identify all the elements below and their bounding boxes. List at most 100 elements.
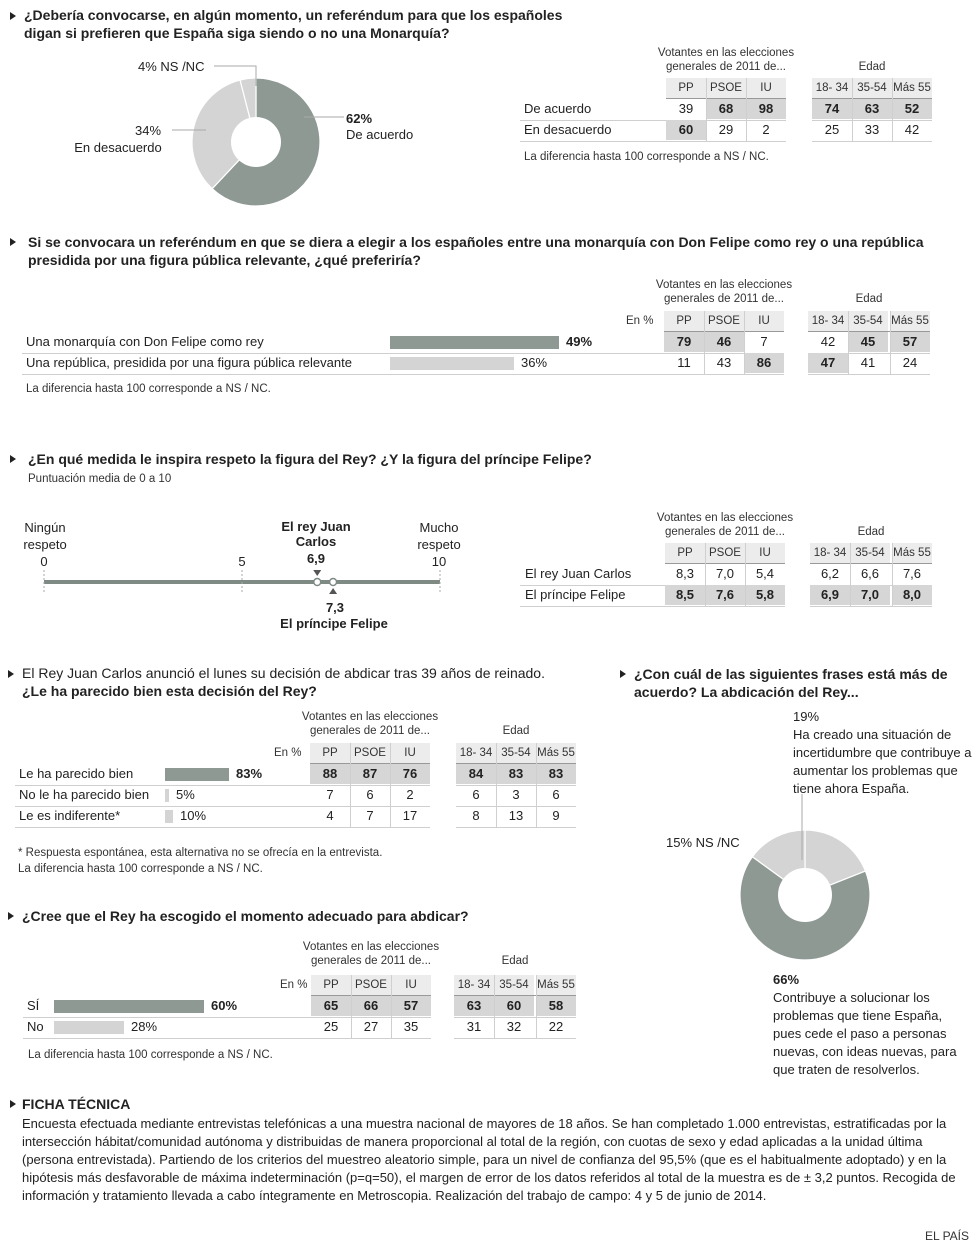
q3-cell-0-2: 5,4 — [755, 566, 775, 581]
q2-bar-label-0: 49% — [566, 334, 593, 349]
q6-label-66-pct: 66% — [773, 972, 800, 987]
q4-header-psoe: PSOE — [350, 743, 390, 763]
q1-label-acuerdo-pct: 62% — [346, 111, 373, 126]
q3-felipe-marker — [328, 577, 338, 587]
q5-en-pct: En % — [280, 979, 308, 991]
q2-row-rule — [22, 374, 784, 375]
q2-cell-0-0: 79 — [664, 332, 704, 352]
q3-header-iu: IU — [745, 543, 785, 563]
q2-header-age-2: Más 55 — [890, 311, 930, 331]
q2-header-rule — [808, 331, 930, 332]
q5-col-rule — [351, 975, 352, 1038]
q4-cell-1-5: 6 — [552, 787, 560, 802]
q3-cell-1-0: 8,5 — [665, 585, 705, 605]
q5-header-rule — [454, 995, 576, 996]
q4-bullet — [8, 670, 14, 678]
q3-cell-0-1: 7,0 — [715, 566, 735, 581]
q5-header-pp: PP — [311, 975, 351, 995]
q2-row-label-0: Una monarquía con Don Felipe como rey — [26, 334, 264, 349]
q1-des-leader-line — [172, 129, 206, 131]
q1-label-ns: 4% NS /NC — [138, 59, 205, 74]
q1-header-psoe: PSOE — [706, 78, 746, 98]
q4-cell-0-2: 76 — [390, 764, 430, 784]
q4-header-rule — [310, 763, 430, 764]
q2-note: La diferencia hasta 100 corresponde a NS… — [26, 383, 271, 395]
q5-header-age-1: 35-54 — [494, 975, 534, 995]
q3-edad-header: Edad — [857, 526, 885, 538]
q1-pie-slice-1 — [191, 79, 257, 190]
q4-bar-2 — [165, 810, 173, 823]
q3-votantes-header: Votantes en las elecciones generales de … — [656, 512, 794, 538]
q3-bullet — [10, 455, 16, 463]
q4-cell-0-5: 83 — [536, 764, 576, 784]
q1-header-pp: PP — [666, 78, 706, 98]
q4-cell-0-1: 87 — [350, 764, 390, 784]
q2-cell-1-3: 47 — [808, 353, 848, 373]
q1-cell-1-5: 42 — [904, 122, 920, 137]
q5-header-rule — [311, 995, 431, 996]
q5-cell-1-4: 32 — [506, 1019, 522, 1034]
q3-header-age-2: Más 55 — [892, 543, 932, 563]
q3-cell-0-0: 8,3 — [675, 566, 695, 581]
q5-row-label-0: SÍ — [27, 998, 40, 1013]
q2-header-rule — [664, 331, 784, 332]
q4-col-rule — [536, 743, 537, 827]
q5-cell-1-0: 25 — [323, 1019, 339, 1034]
q5-col-rule — [494, 975, 495, 1038]
q4-bar-1 — [165, 789, 169, 802]
q5-header-age-0: 18- 34 — [454, 975, 494, 995]
q6-title: ¿Con cuál de las siguientes frases está … — [634, 666, 948, 700]
q4-col-rule — [350, 743, 351, 827]
q3-tick-label-5: 5 — [238, 554, 246, 569]
q1-title: ¿Debería convocarse, en algún momento, u… — [24, 7, 563, 41]
q1-row-rule-age — [812, 120, 932, 121]
q4-row-rule-age — [456, 827, 576, 828]
q3-row-rule — [520, 585, 785, 586]
q4-cell-2-4: 13 — [508, 808, 524, 823]
q1-bullet — [10, 12, 16, 20]
q4-cell-1-3: 6 — [472, 787, 480, 802]
q1-cell-1-3: 25 — [824, 122, 840, 137]
q2-cell-0-4: 45 — [848, 332, 888, 352]
q1-cell-1-1: 29 — [718, 122, 734, 137]
q5-row-label-1: No — [27, 1019, 44, 1034]
q2-cell-1-5: 24 — [902, 355, 918, 370]
q5-header-age-2: Más 55 — [536, 975, 576, 995]
q1-header-age-0: 18- 34 — [812, 78, 852, 98]
q3-row-rule-age — [810, 606, 932, 607]
q3-scale-chart — [43, 570, 441, 594]
q1-cell-0-0: 39 — [678, 101, 694, 116]
q3-scale-left-label: Ningún respeto — [23, 520, 67, 552]
q3-cell-0-4: 6,6 — [860, 566, 880, 581]
ficha-title: FICHA TÉCNICA — [22, 1096, 131, 1112]
q3-cell-0-3: 6,2 — [820, 566, 840, 581]
q3-rey-value: 6,9 — [306, 551, 326, 566]
q1-ns-leader-line — [214, 65, 257, 86]
q3-rey-label: El rey Juan Carlos — [281, 519, 351, 549]
q5-cell-1-5: 22 — [548, 1019, 564, 1034]
q3-col-rule — [892, 543, 893, 606]
q3-cell-1-3: 6,9 — [810, 585, 850, 605]
q2-header-pp: PP — [664, 311, 704, 331]
q2-cell-1-2: 86 — [744, 353, 784, 373]
q2-votantes-header: Votantes en las elecciones generales de … — [655, 279, 793, 305]
q3-header-psoe: PSOE — [705, 543, 745, 563]
q3-cell-0-5: 7,6 — [902, 566, 922, 581]
q5-bar-1 — [54, 1021, 124, 1034]
q2-col-rule — [848, 311, 849, 374]
q3-tick-label-10: 10 — [431, 554, 447, 569]
q1-header-rule — [666, 98, 786, 99]
q1-cell-0-1: 68 — [706, 99, 746, 119]
q5-note: La diferencia hasta 100 corresponde a NS… — [28, 1049, 273, 1061]
q5-votantes-header: Votantes en las elecciones generales de … — [302, 941, 440, 967]
q1-label-desacuerdo: En desacuerdo — [74, 140, 162, 155]
q5-row-rule-age — [454, 1038, 576, 1039]
q5-bar-0 — [54, 1000, 204, 1013]
q4-cell-2-1: 7 — [366, 808, 374, 823]
q4-header-pp: PP — [310, 743, 350, 763]
q4-cell-2-0: 4 — [326, 808, 334, 823]
q3-row-rule — [520, 606, 785, 607]
q4-row-rule — [15, 785, 430, 786]
q2-col-rule — [704, 311, 705, 374]
q2-col-rule — [890, 311, 891, 374]
